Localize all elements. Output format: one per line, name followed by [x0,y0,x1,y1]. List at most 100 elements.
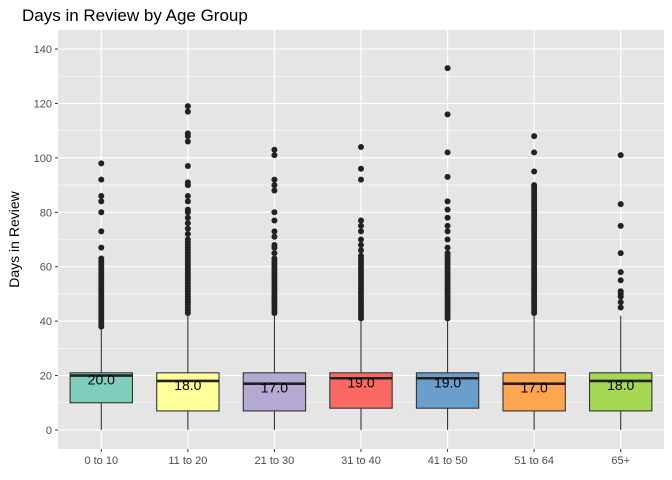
outlier-point [444,236,451,243]
outlier-point [617,277,624,284]
outlier-point [358,217,364,224]
x-tick-label: 41 to 50 [428,455,468,467]
outlier-point [98,228,105,235]
outlier-point [271,217,278,224]
y-tick-label: 140 [34,44,52,56]
box-group: 18.0 [588,152,653,430]
y-axis: 0 20 40 60 80 100 120 140 [34,44,58,437]
x-axis: 0 to 10 11 to 20 21 to 30 31 to 40 41 to 50 5… [84,449,630,467]
outlier-point [98,255,105,262]
outlier-point [531,168,538,175]
outlier-point [184,163,191,170]
outlier-point [444,228,451,235]
outlier-point [444,214,451,221]
outlier-point [271,228,278,235]
outlier-point [531,182,538,189]
box-group: 17.0 [242,146,307,430]
outlier-point [184,236,191,243]
y-tick-label: 40 [40,316,52,328]
x-tick-label: 0 to 10 [84,455,118,467]
outlier-point [444,65,451,72]
outlier-point [617,269,624,276]
outlier-point [617,299,624,306]
outlier-point [98,176,105,183]
outlier-point [271,182,278,189]
box-group: 19.0 [415,65,480,430]
outlier-point [271,241,278,248]
box [588,372,653,412]
outlier-point [444,173,451,180]
x-tick-label: 51 to 64 [514,455,554,467]
outlier-point [444,206,451,213]
outlier-point [184,214,191,221]
box-group: 19.0 [329,143,393,430]
box-group: 18.0 [156,103,220,430]
x-tick-label: 65+ [611,455,630,467]
outlier-point [184,206,191,213]
y-tick-label: 20 [40,371,52,383]
y-tick-label: 120 [34,98,52,110]
x-tick-label: 11 to 20 [168,455,207,467]
outlier-point [444,111,451,118]
outlier-point [617,250,624,257]
outlier-point [98,160,105,167]
outlier-point [184,192,191,199]
outlier-point [444,149,451,156]
outlier-point [358,247,364,254]
outlier-point [271,250,278,257]
outlier-point [271,233,278,240]
outlier-point [271,146,278,153]
outlier-point [358,222,364,229]
outlier-point [98,244,105,251]
box-group: 20.0 [69,160,134,430]
outlier-point [358,165,364,172]
outlier-point [358,143,364,150]
outlier-point [444,244,451,251]
outlier-point [531,149,538,156]
outlier-point [98,192,105,199]
outlier-point [617,288,624,295]
median-label: 20.0 [88,372,115,388]
outlier-point [271,176,278,183]
y-tick-label: 0 [46,425,52,437]
outlier-point [184,220,191,227]
x-tick-label: 31 to 40 [341,455,381,467]
outlier-point [184,231,191,238]
median-label: 19.0 [347,374,374,390]
box [69,372,134,404]
y-tick-label: 80 [40,207,52,219]
outlier-point [358,236,364,243]
x-tick-label: 21 to 30 [255,455,295,467]
outlier-point [184,108,191,115]
outlier-point [271,152,278,159]
y-tick-label: 100 [34,153,52,165]
outlier-point [184,130,191,137]
median-label: 17.0 [261,380,288,396]
outlier-point [358,228,364,235]
outlier-point [184,138,191,145]
outlier-point [358,176,364,183]
outlier-point [184,225,191,232]
y-tick-label: 60 [40,262,52,274]
median-label: 18.0 [607,377,634,393]
y-axis-title: Days in Review [6,190,22,287]
outlier-point [617,222,624,229]
outlier-point [98,198,105,205]
outlier-point [444,250,451,257]
outlier-point [444,222,451,229]
outlier-point [617,304,624,311]
median-label: 19.0 [434,374,461,390]
outlier-point [358,252,364,259]
outlier-point [531,133,538,140]
box [502,372,566,412]
outlier-point [271,255,278,262]
median-label: 17.0 [521,380,548,396]
outlier-point [184,179,191,186]
outlier-point [617,201,624,208]
median-label: 18.0 [174,377,201,393]
box-group: 17.0 [502,133,566,430]
box [156,372,220,412]
box [242,372,307,412]
outlier-point [271,187,278,194]
